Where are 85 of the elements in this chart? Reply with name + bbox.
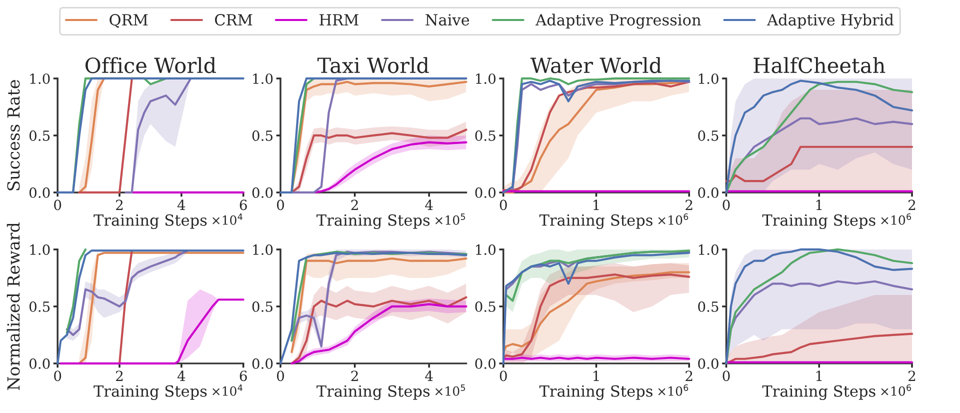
y-tick-label: 1.0: [30, 244, 50, 255]
legend-label: Adaptive Hybrid: [766, 14, 894, 29]
y-tick-label: 0.0: [475, 358, 496, 369]
y-tick-label: 0.0: [252, 358, 273, 369]
x-tick-label: 2: [351, 370, 358, 381]
x-tick-label: 1: [816, 200, 822, 210]
legend-label: Adaptive Progression: [535, 14, 701, 29]
x-tick-label: 0: [722, 200, 730, 210]
x-tick-label: 2: [908, 200, 916, 210]
x-tick-label: 6: [240, 200, 247, 210]
y-axis-title: Normalized Reward: [6, 222, 20, 390]
x-tick-label: 6: [240, 370, 247, 382]
y-tick-label: 0.5: [698, 301, 718, 312]
line-series: [60, 298, 244, 364]
x-tick-label: 1: [594, 200, 599, 210]
x-axis-title: Training Steps: [539, 385, 652, 400]
chart-title: Taxi World: [317, 57, 429, 74]
x-tick-label: 2: [686, 200, 692, 210]
text: ×10$^{5}$: [435, 384, 466, 396]
x-tick-label: 4: [177, 200, 186, 210]
legend-label: Naive: [426, 14, 470, 26]
text: ×10$^{4}$: [212, 384, 242, 396]
line-series: [505, 250, 690, 302]
y-tick-label: 1.0: [698, 73, 718, 84]
x-tick-label: 0: [276, 200, 284, 210]
y-tick-label: 1.0: [253, 73, 273, 84]
x-tick-label: 2: [908, 370, 916, 381]
x-axis-title: Training Steps: [762, 385, 876, 400]
y-tick-label: 1.0: [698, 244, 718, 255]
y-tick-label: 1.0: [253, 244, 273, 255]
text: ×10$^{6}$: [658, 384, 688, 396]
x-tick-label: 2: [351, 200, 358, 210]
x-tick-label: 2: [686, 370, 692, 381]
text: ×10$^{6}$: [881, 384, 912, 396]
x-axis-title: Training Steps: [94, 214, 207, 230]
x-axis-title: Training Steps: [539, 214, 652, 230]
chart-title: Office World: [85, 57, 216, 74]
x-tick-label: 0: [276, 370, 284, 382]
line-series: [725, 146, 914, 182]
legend-label: QRM: [110, 14, 148, 28]
text: ×10$^{6}$: [881, 213, 912, 225]
x-tick-label: 0: [54, 370, 62, 382]
y-tick-label: 0.5: [29, 301, 50, 312]
text: ×10$^{6}$: [658, 213, 688, 225]
legend-label: HRM: [320, 14, 358, 26]
y-tick-label: 0.5: [29, 130, 50, 141]
y-tick-label: 0.5: [252, 301, 272, 312]
legend-label: CRM: [215, 14, 252, 26]
y-tick-label: 0.0: [698, 358, 718, 369]
y-tick-label: 0.5: [475, 130, 496, 141]
y-tick-label: 0.5: [698, 130, 718, 141]
x-tick-label: 4: [425, 370, 433, 381]
x-tick-label: 4: [425, 200, 433, 210]
line-series: [290, 77, 315, 194]
line-series: [56, 77, 244, 194]
text: ×10$^{5}$: [435, 214, 466, 225]
x-axis-title: Training Steps: [316, 214, 430, 230]
y-tick-label: 0.0: [29, 358, 50, 369]
x-tick-label: 0: [500, 200, 507, 210]
y-tick-label: 1.0: [30, 73, 50, 84]
x-tick-label: 1: [594, 370, 599, 381]
x-tick-label: 0: [500, 370, 507, 382]
x-tick-label: 0: [722, 370, 730, 382]
y-tick-label: 0.0: [475, 187, 496, 198]
x-tick-label: 4: [177, 370, 186, 381]
y-axis-title: Success Rate: [7, 80, 20, 190]
x-axis-title: Training Steps: [316, 385, 430, 400]
line-series: [290, 77, 348, 194]
y-tick-label: 0.0: [29, 187, 50, 198]
chart-title: Water World: [530, 57, 662, 74]
x-tick-label: 1: [816, 370, 822, 381]
y-tick-label: 1.0: [476, 73, 496, 84]
line-series: [66, 248, 87, 334]
x-tick-label: 2: [116, 370, 123, 381]
y-tick-label: 0.5: [252, 130, 272, 141]
x-axis-title: Training Steps: [762, 214, 876, 230]
x-tick-label: 0: [54, 200, 62, 210]
y-tick-label: 0.0: [698, 187, 718, 198]
y-tick-label: 0.5: [475, 301, 496, 312]
text: ×10$^{4}$: [212, 214, 242, 225]
x-axis-title: Training Steps: [94, 385, 207, 400]
y-tick-label: 1.0: [476, 244, 496, 255]
x-tick-label: 2: [116, 200, 123, 210]
y-tick-label: 0.0: [252, 187, 273, 198]
chart-title: HalfCheetah: [754, 57, 886, 74]
